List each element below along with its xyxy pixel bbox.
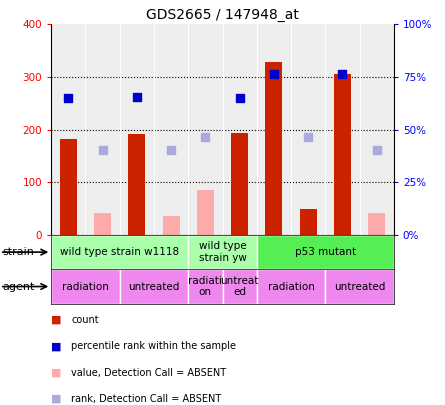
Text: count: count: [71, 315, 99, 325]
Point: [168, 146, 175, 153]
Bar: [188, 235, 257, 269]
Text: wild type
strain yw: wild type strain yw: [198, 241, 247, 263]
Text: ■: ■: [51, 315, 62, 325]
Text: radiation: radiation: [62, 281, 109, 292]
Point: [65, 95, 72, 101]
Text: percentile rank within the sample: percentile rank within the sample: [71, 341, 236, 351]
Text: p53 mutant: p53 mutant: [295, 247, 356, 257]
Text: radiati
on: radiati on: [188, 276, 222, 297]
Text: untreat
ed: untreat ed: [220, 276, 259, 297]
Bar: [231, 133, 248, 235]
Point: [339, 71, 346, 78]
Text: value, Detection Call = ABSENT: value, Detection Call = ABSENT: [71, 368, 227, 377]
Text: agent: agent: [2, 281, 35, 292]
Text: strain: strain: [2, 247, 34, 257]
Point: [271, 71, 278, 78]
Bar: [197, 190, 214, 235]
Bar: [188, 269, 222, 304]
Bar: [299, 209, 317, 235]
Point: [134, 94, 141, 100]
Bar: [257, 235, 394, 269]
Point: [373, 146, 380, 153]
Text: rank, Detection Call = ABSENT: rank, Detection Call = ABSENT: [71, 394, 222, 404]
Text: untreated: untreated: [128, 281, 180, 292]
Point: [202, 134, 209, 141]
Point: [305, 134, 312, 141]
Bar: [120, 269, 188, 304]
Bar: [265, 62, 283, 235]
Bar: [128, 134, 146, 235]
Point: [99, 146, 106, 153]
Bar: [368, 213, 385, 235]
Title: GDS2665 / 147948_at: GDS2665 / 147948_at: [146, 8, 299, 22]
Point: [236, 95, 243, 101]
Bar: [94, 213, 111, 235]
Bar: [222, 269, 257, 304]
Bar: [51, 269, 120, 304]
Text: ■: ■: [51, 394, 62, 404]
Text: wild type strain w1118: wild type strain w1118: [60, 247, 179, 257]
Bar: [257, 269, 325, 304]
Text: untreated: untreated: [334, 281, 385, 292]
Bar: [162, 216, 180, 235]
Text: ■: ■: [51, 341, 62, 351]
Text: ■: ■: [51, 368, 62, 377]
Bar: [51, 235, 188, 269]
Text: radiation: radiation: [267, 281, 315, 292]
Bar: [325, 269, 394, 304]
Bar: [60, 139, 77, 235]
Bar: [334, 75, 351, 235]
